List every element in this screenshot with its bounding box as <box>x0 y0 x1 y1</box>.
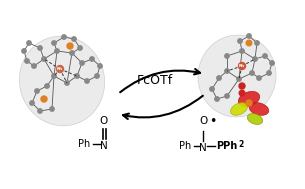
Circle shape <box>62 35 66 39</box>
Circle shape <box>75 74 79 78</box>
Circle shape <box>90 57 94 61</box>
Circle shape <box>247 34 251 38</box>
Circle shape <box>78 46 82 50</box>
Circle shape <box>72 37 76 41</box>
Text: Ph: Ph <box>179 141 191 151</box>
Circle shape <box>52 74 56 78</box>
Circle shape <box>267 71 271 75</box>
Circle shape <box>95 74 99 78</box>
Circle shape <box>42 57 46 61</box>
Circle shape <box>225 69 229 73</box>
Circle shape <box>239 63 246 70</box>
Text: O: O <box>100 116 108 126</box>
Ellipse shape <box>247 114 263 124</box>
Circle shape <box>55 49 59 53</box>
Circle shape <box>30 101 34 105</box>
Ellipse shape <box>249 103 269 115</box>
Circle shape <box>80 61 84 65</box>
Circle shape <box>65 81 69 85</box>
Circle shape <box>217 76 221 80</box>
Circle shape <box>210 87 214 91</box>
Circle shape <box>270 61 274 65</box>
Text: N: N <box>199 143 207 153</box>
Text: 2: 2 <box>238 140 243 149</box>
Text: N: N <box>100 141 108 151</box>
Text: Ph: Ph <box>78 139 90 149</box>
Circle shape <box>56 66 63 73</box>
Circle shape <box>246 40 252 46</box>
Circle shape <box>32 64 36 68</box>
Circle shape <box>246 100 252 106</box>
Text: •: • <box>209 115 216 128</box>
Circle shape <box>250 71 254 75</box>
Text: FcOTf: FcOTf <box>137 74 173 88</box>
Circle shape <box>25 59 29 63</box>
Circle shape <box>38 109 42 113</box>
Circle shape <box>225 54 229 58</box>
Ellipse shape <box>231 103 247 115</box>
Circle shape <box>50 107 54 111</box>
Circle shape <box>255 41 259 45</box>
Circle shape <box>263 54 267 58</box>
Circle shape <box>67 43 73 49</box>
Text: Rh: Rh <box>57 67 63 71</box>
Circle shape <box>253 57 257 61</box>
Circle shape <box>85 79 89 83</box>
Circle shape <box>239 83 245 89</box>
Circle shape <box>215 97 219 101</box>
Ellipse shape <box>239 91 260 107</box>
Circle shape <box>27 41 31 45</box>
Ellipse shape <box>198 35 276 117</box>
Circle shape <box>225 94 229 98</box>
Circle shape <box>38 46 42 50</box>
Circle shape <box>22 49 26 53</box>
Circle shape <box>35 89 39 93</box>
Text: Rh: Rh <box>239 64 245 68</box>
Circle shape <box>237 77 241 81</box>
Circle shape <box>239 90 245 96</box>
Circle shape <box>98 64 102 68</box>
Circle shape <box>41 96 47 102</box>
Text: PPh: PPh <box>216 141 237 151</box>
Circle shape <box>70 51 74 55</box>
Circle shape <box>240 49 244 53</box>
Circle shape <box>257 76 261 80</box>
Text: O: O <box>199 116 207 126</box>
Circle shape <box>238 39 242 43</box>
Circle shape <box>52 41 56 45</box>
Ellipse shape <box>19 36 105 126</box>
Circle shape <box>45 84 49 88</box>
